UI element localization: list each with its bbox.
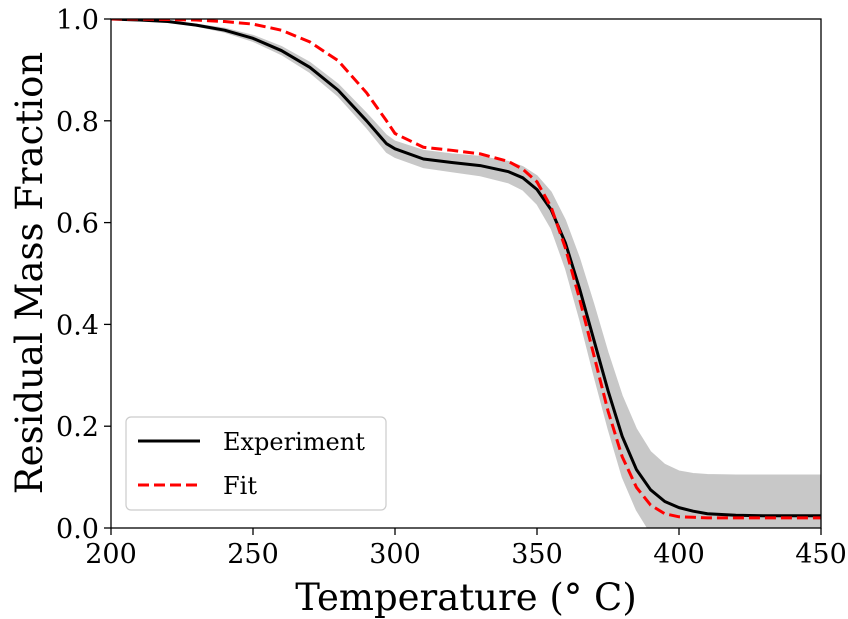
x-tick-label: 350 [511, 539, 563, 570]
x-axis: 200 250 300 350 400 450 [85, 528, 847, 570]
x-tick-label: 300 [369, 539, 421, 570]
y-tick-label: 0.8 [56, 107, 99, 138]
x-tick-label: 250 [227, 539, 279, 570]
series-line-experiment [111, 19, 821, 518]
uncertainty-band-layer [111, 19, 821, 528]
x-tick-label: 450 [795, 539, 847, 570]
y-axis-label: Residual Mass Fraction [8, 52, 51, 494]
x-tick-label: 200 [85, 539, 137, 570]
y-tick-label: 0.6 [56, 209, 99, 240]
y-axis: 0.0 0.2 0.4 0.6 0.8 1.0 [56, 5, 111, 545]
y-tick-label: 0.2 [56, 412, 99, 443]
y-tick-label: 1.0 [56, 5, 99, 36]
x-tick-label: 400 [653, 539, 705, 570]
y-tick-label: 0.0 [56, 514, 99, 545]
x-axis-label: Temperature (° C) [295, 576, 637, 619]
series-line-fit [111, 19, 821, 520]
series-layer [111, 19, 821, 520]
legend-label-experiment: Experiment [223, 428, 365, 456]
uncertainty-band [111, 19, 821, 528]
legend: Experiment Fit [125, 416, 387, 511]
y-tick-label: 0.4 [56, 310, 99, 341]
plot-frame [110, 18, 822, 529]
legend-label-fit: Fit [223, 472, 257, 500]
